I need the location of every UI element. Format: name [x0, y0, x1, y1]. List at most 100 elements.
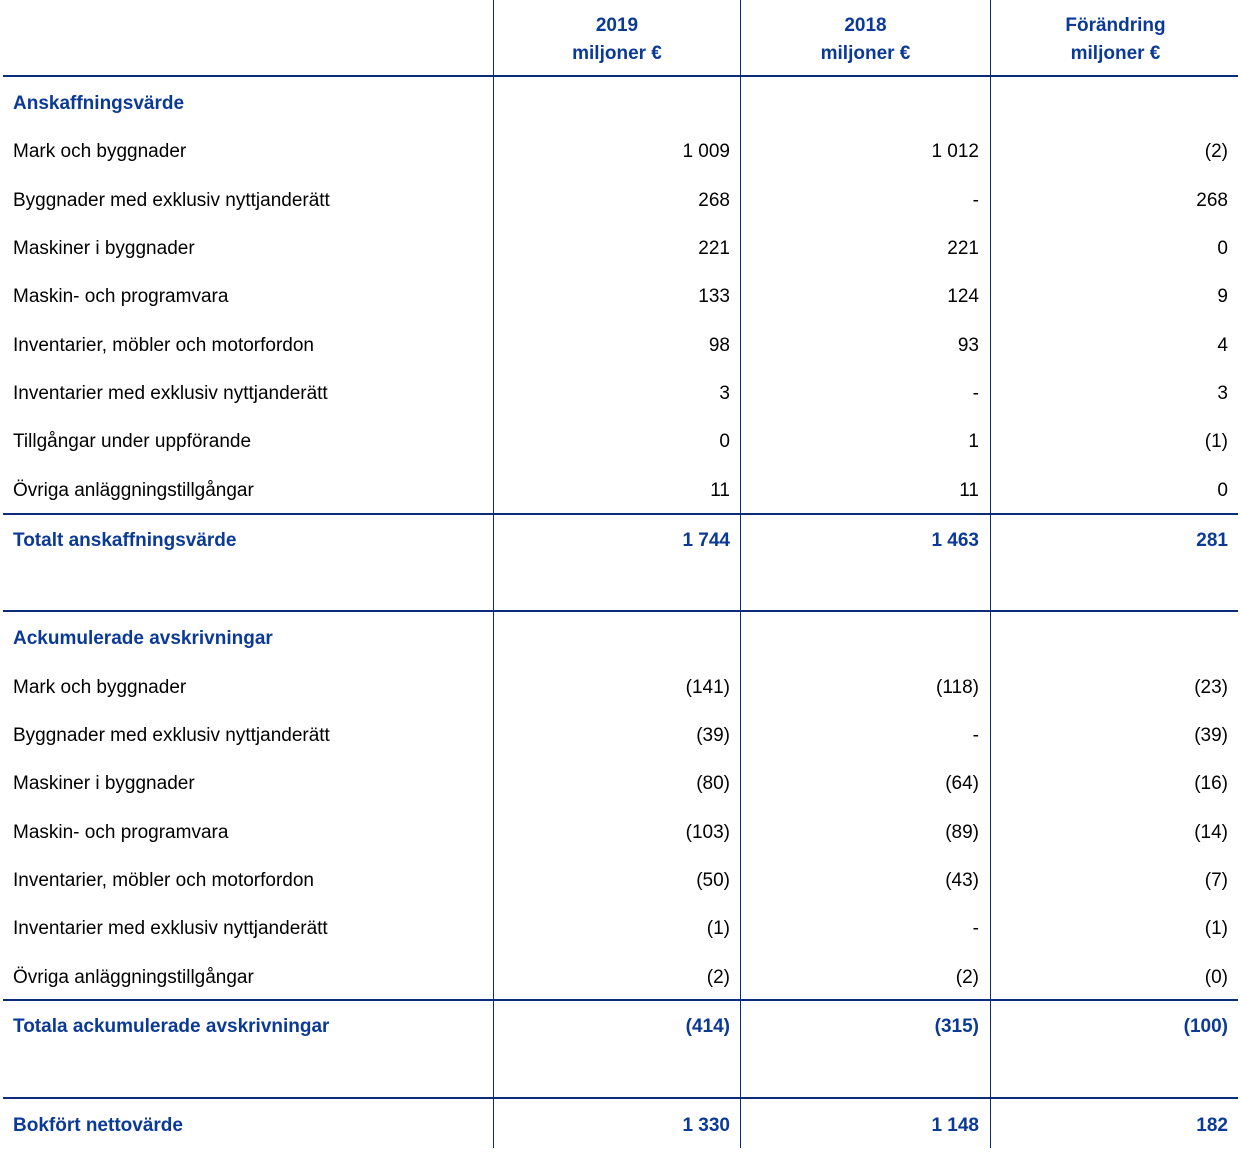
value-2019: (2) — [706, 967, 730, 988]
row-label: Maskiner i byggnader — [13, 773, 195, 794]
row-label: Inventarier, möbler och motorfordon — [13, 335, 314, 356]
total-change: (100) — [1183, 1016, 1228, 1037]
net-change: 182 — [1196, 1115, 1228, 1136]
value-2019: (50) — [696, 870, 730, 891]
table-row: Maskiner i byggnader 221 221 0 — [0, 234, 1240, 264]
total-row: Totala ackumulerade avskrivningar (414) … — [0, 1012, 1240, 1042]
net-2018: 1 148 — [931, 1115, 979, 1136]
section-title: Anskaffningsvärde — [13, 93, 185, 114]
row-label: Mark och byggnader — [13, 141, 187, 162]
value-change: (23) — [1194, 677, 1228, 698]
value-2018: 1 012 — [931, 141, 979, 162]
value-2018: - — [972, 725, 979, 746]
table-row: Inventarier med exklusiv nyttjanderätt (… — [0, 914, 1240, 944]
row-label: Byggnader med exklusiv nyttjanderätt — [13, 190, 330, 211]
value-2018: (64) — [945, 773, 979, 794]
total-2019: 1 744 — [682, 530, 730, 551]
column-divider — [493, 0, 494, 1148]
net-value-row: Bokfört nettovärde 1 330 1 148 182 — [0, 1111, 1240, 1141]
value-change: 3 — [1217, 383, 1228, 404]
value-2019: (1) — [706, 918, 730, 939]
column-divider — [740, 0, 741, 1148]
value-change: (7) — [1204, 870, 1228, 891]
value-2018: (118) — [936, 677, 979, 698]
value-change: (2) — [1204, 141, 1228, 162]
value-change: (14) — [1194, 822, 1228, 843]
total-change: 281 — [1196, 530, 1228, 551]
total-2018: (315) — [934, 1016, 979, 1037]
total-label: Totala ackumulerade avskrivningar — [13, 1016, 330, 1037]
header-title: Förändring — [1065, 15, 1166, 36]
total-rule — [3, 513, 1238, 515]
value-2018: 11 — [959, 480, 979, 501]
value-2019: 1 009 — [682, 141, 730, 162]
row-label: Maskin- och programvara — [13, 286, 229, 307]
row-label: Övriga anläggningstillgångar — [13, 967, 254, 988]
row-label: Inventarier med exklusiv nyttjanderätt — [13, 918, 328, 939]
value-2018: - — [972, 918, 979, 939]
value-change: 9 — [1217, 286, 1228, 307]
value-2019: (39) — [696, 725, 730, 746]
value-change: (1) — [1204, 918, 1228, 939]
row-label: Maskiner i byggnader — [13, 238, 195, 259]
value-2018: 1 — [968, 431, 979, 452]
value-2019: (141) — [685, 677, 730, 698]
value-2019: (103) — [685, 822, 730, 843]
value-change: 268 — [1196, 190, 1228, 211]
total-row: Totalt anskaffningsvärde 1 744 1 463 281 — [0, 526, 1240, 556]
value-2019: 268 — [698, 190, 730, 211]
value-2018: - — [972, 190, 979, 211]
value-2018: 221 — [947, 238, 979, 259]
header-rule — [3, 75, 1238, 77]
column-header-change: Förändring miljoner € — [991, 12, 1240, 68]
value-2019: 3 — [719, 383, 730, 404]
table-row: Maskin- och programvara 133 124 9 — [0, 282, 1240, 312]
table-row: Tillgångar under uppförande 0 1 (1) — [0, 427, 1240, 457]
header-unit: miljoner € — [572, 43, 662, 64]
table-row: Byggnader med exklusiv nyttjanderätt (39… — [0, 721, 1240, 751]
row-label: Maskin- och programvara — [13, 822, 229, 843]
value-change: 0 — [1217, 480, 1228, 501]
value-2018: 124 — [947, 286, 979, 307]
header-year: 2019 — [595, 15, 639, 36]
section-title-row: Ackumulerade avskrivningar — [0, 624, 1240, 654]
table-row: Mark och byggnader (141) (118) (23) — [0, 673, 1240, 703]
value-2018: (89) — [945, 822, 979, 843]
row-label: Inventarier, möbler och motorfordon — [13, 870, 314, 891]
row-label: Övriga anläggningstillgångar — [13, 480, 254, 501]
column-header-2019: 2019 miljoner € — [494, 12, 740, 68]
column-divider — [990, 0, 991, 1148]
section-title-row: Anskaffningsvärde — [0, 89, 1240, 119]
section-rule — [3, 1097, 1238, 1099]
value-change: (1) — [1204, 431, 1228, 452]
section-title: Ackumulerade avskrivningar — [13, 628, 273, 649]
row-label: Inventarier med exklusiv nyttjanderätt — [13, 383, 328, 404]
header-unit: miljoner € — [820, 43, 911, 64]
row-label: Mark och byggnader — [13, 677, 187, 698]
section-rule — [3, 610, 1238, 612]
value-2019: 98 — [708, 335, 730, 356]
table-row: Maskin- och programvara (103) (89) (14) — [0, 818, 1240, 848]
table-row: Övriga anläggningstillgångar 11 11 0 — [0, 476, 1240, 506]
table-row: Övriga anläggningstillgångar (2) (2) (0) — [0, 963, 1240, 993]
total-rule — [3, 999, 1238, 1001]
table-row: Byggnader med exklusiv nyttjanderätt 268… — [0, 186, 1240, 216]
row-label: Byggnader med exklusiv nyttjanderätt — [13, 725, 330, 746]
table-row: Inventarier, möbler och motorfordon 98 9… — [0, 331, 1240, 361]
table-row: Inventarier med exklusiv nyttjanderätt 3… — [0, 379, 1240, 409]
header-unit: miljoner € — [1070, 43, 1161, 64]
value-change: (39) — [1194, 725, 1228, 746]
table-row: Maskiner i byggnader (80) (64) (16) — [0, 769, 1240, 799]
value-2018: (43) — [945, 870, 979, 891]
value-2019: (80) — [696, 773, 730, 794]
value-2018: (2) — [955, 967, 979, 988]
value-2018: - — [972, 383, 979, 404]
value-change: (0) — [1204, 967, 1228, 988]
net-label: Bokfört nettovärde — [13, 1115, 183, 1136]
value-change: 0 — [1217, 238, 1228, 259]
value-2019: 133 — [698, 286, 730, 307]
value-2019: 221 — [698, 238, 730, 259]
net-2019: 1 330 — [682, 1115, 730, 1136]
table-row: Inventarier, möbler och motorfordon (50)… — [0, 866, 1240, 896]
